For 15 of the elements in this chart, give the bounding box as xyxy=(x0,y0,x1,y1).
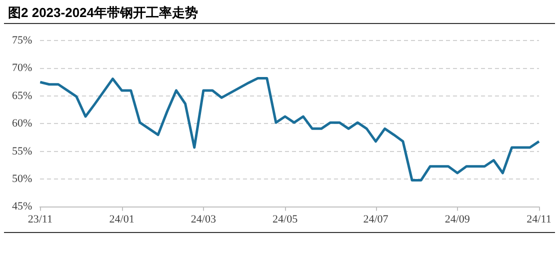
x-tick-label: 24/07 xyxy=(363,213,389,226)
chart-title: 图2 2023-2024年带钢开工率走势 xyxy=(8,4,198,22)
y-tick-label: 55% xyxy=(12,145,32,158)
y-tick-label: 70% xyxy=(12,62,32,74)
x-tick-label: 24/01 xyxy=(109,213,134,226)
x-tick-label: 24/09 xyxy=(444,213,470,226)
x-tick-label: 23/11 xyxy=(28,213,52,226)
x-tick-label: 24/05 xyxy=(272,213,298,226)
y-tick-label: 65% xyxy=(12,90,32,102)
y-tick-label: 50% xyxy=(12,172,32,185)
x-tick-label: 24/11 xyxy=(526,213,552,226)
x-tick-label: 24/03 xyxy=(190,213,216,226)
y-tick-label: 45% xyxy=(12,200,32,213)
y-tick-label: 60% xyxy=(12,118,32,130)
y-tick-label: 75% xyxy=(12,34,32,46)
